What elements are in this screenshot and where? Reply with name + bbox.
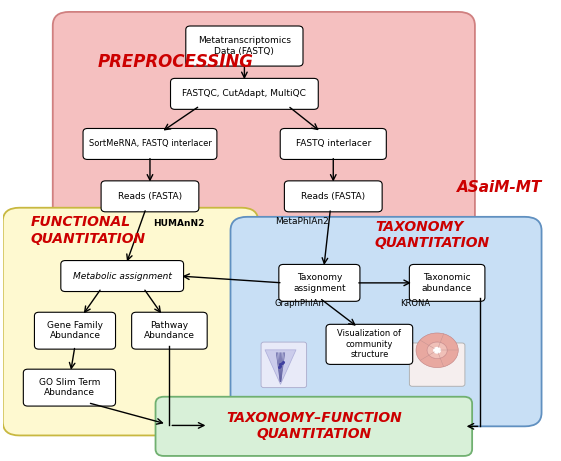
FancyBboxPatch shape <box>3 208 258 436</box>
FancyBboxPatch shape <box>83 129 217 160</box>
Text: Metabolic assignment: Metabolic assignment <box>73 272 172 281</box>
Text: Metatranscriptomics
Data (FASTQ): Metatranscriptomics Data (FASTQ) <box>198 36 291 56</box>
FancyBboxPatch shape <box>284 181 382 212</box>
Wedge shape <box>416 333 458 367</box>
FancyBboxPatch shape <box>155 397 472 456</box>
Text: GraphPhlAn: GraphPhlAn <box>275 299 325 308</box>
Text: FUNCTIONAL
QUANTITATION: FUNCTIONAL QUANTITATION <box>30 215 146 246</box>
Text: TAXONOMY
QUANTITATION: TAXONOMY QUANTITATION <box>375 220 490 250</box>
FancyBboxPatch shape <box>231 217 541 426</box>
FancyBboxPatch shape <box>24 369 116 406</box>
Text: KRONA: KRONA <box>400 299 430 308</box>
Text: FASTQC, CutAdapt, MultiQC: FASTQC, CutAdapt, MultiQC <box>182 89 306 98</box>
FancyBboxPatch shape <box>186 26 303 66</box>
Text: Visualization of
community
structure: Visualization of community structure <box>337 330 401 359</box>
FancyBboxPatch shape <box>261 342 307 388</box>
Text: SortMeRNA, FASTQ interlacer: SortMeRNA, FASTQ interlacer <box>89 140 211 148</box>
Text: Pathway
Abundance: Pathway Abundance <box>144 321 195 340</box>
Text: ASaiM-MT: ASaiM-MT <box>457 180 542 195</box>
Text: TAXONOMY–FUNCTION
QUANTITATION: TAXONOMY–FUNCTION QUANTITATION <box>226 411 402 442</box>
Text: Taxonomic
abundance: Taxonomic abundance <box>422 273 472 293</box>
FancyBboxPatch shape <box>101 181 199 212</box>
FancyBboxPatch shape <box>410 265 485 301</box>
FancyBboxPatch shape <box>279 265 360 301</box>
Circle shape <box>434 348 440 353</box>
Text: PREPROCESSING: PREPROCESSING <box>97 53 253 71</box>
Text: Taxonomy
assignment: Taxonomy assignment <box>293 273 346 293</box>
Text: Reads (FASTA): Reads (FASTA) <box>301 192 365 201</box>
FancyBboxPatch shape <box>53 12 475 267</box>
Text: Reads (FASTA): Reads (FASTA) <box>118 192 182 201</box>
FancyBboxPatch shape <box>132 312 207 349</box>
Text: MetaPhlAn2: MetaPhlAn2 <box>275 217 329 226</box>
FancyBboxPatch shape <box>171 78 318 109</box>
FancyBboxPatch shape <box>326 325 413 364</box>
Text: Gene Family
Abundance: Gene Family Abundance <box>47 321 103 340</box>
Wedge shape <box>427 342 447 359</box>
FancyBboxPatch shape <box>280 129 387 160</box>
FancyBboxPatch shape <box>61 260 183 291</box>
Polygon shape <box>265 350 296 384</box>
Text: GO Slim Term
Abundance: GO Slim Term Abundance <box>39 378 100 397</box>
Text: FASTQ interlacer: FASTQ interlacer <box>296 140 371 148</box>
FancyBboxPatch shape <box>34 312 116 349</box>
FancyBboxPatch shape <box>410 343 465 386</box>
Text: HUMAnN2: HUMAnN2 <box>153 219 204 228</box>
